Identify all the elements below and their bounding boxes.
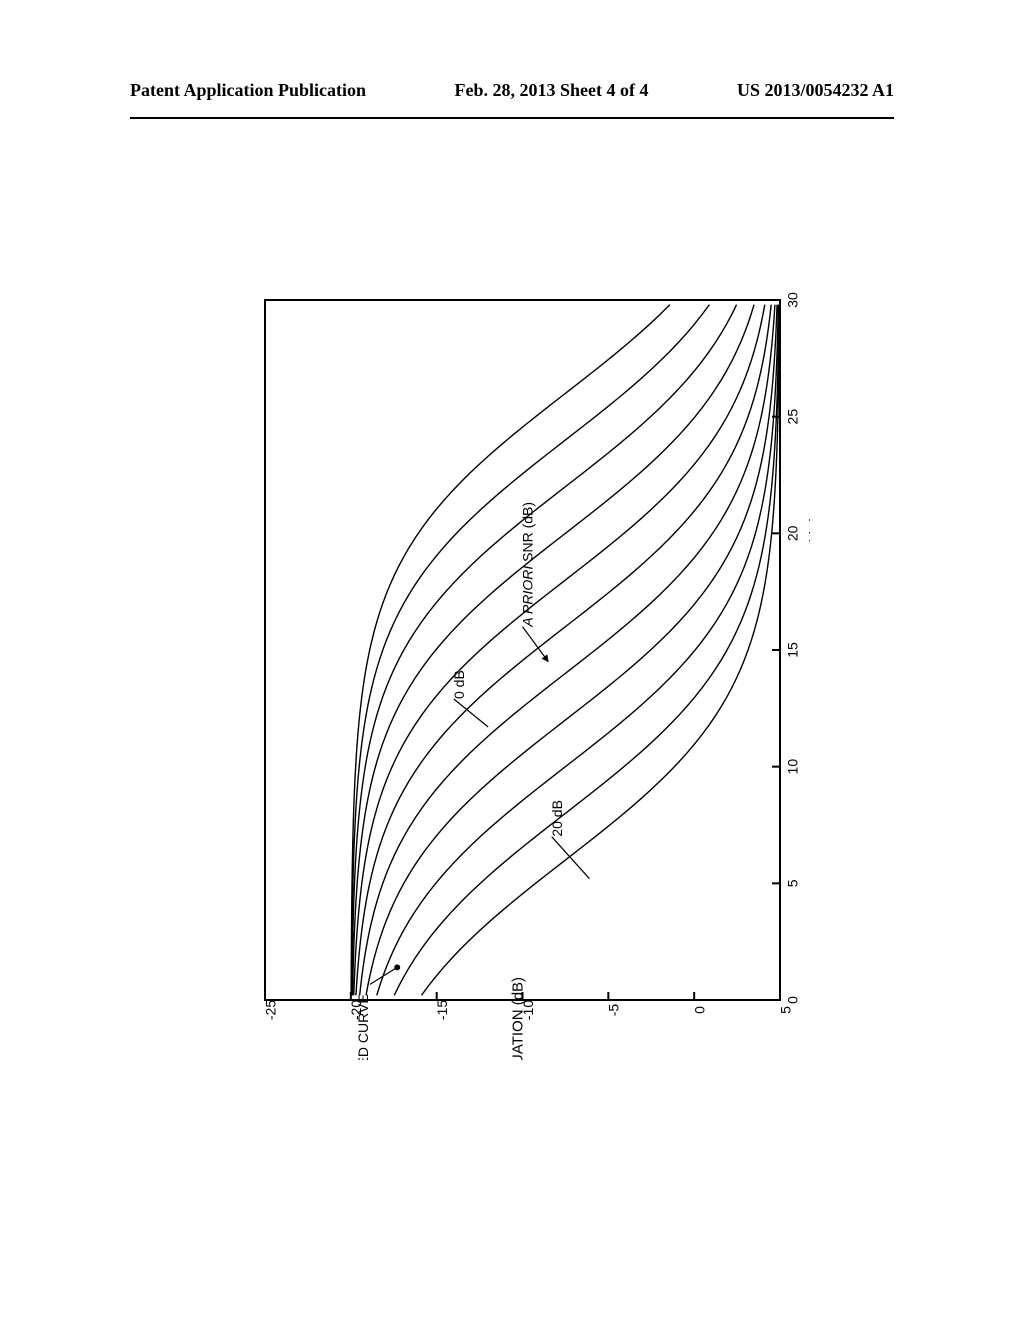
ann-20db-label: 20 dB (549, 800, 565, 837)
x-axis-label: A POSTERIORI SNR (dB) (807, 516, 810, 691)
header-left: Patent Application Publication (130, 80, 366, 101)
page: Patent Application Publication Feb. 28, … (0, 0, 1024, 1320)
xtick-label: 20 (785, 525, 801, 541)
ytick-label: -25 (262, 1000, 278, 1020)
xtick-label: 5 (785, 879, 801, 887)
ann-unshifted-dot (394, 964, 400, 970)
ann-apriori-label: A PRIORI SNR (dB) (520, 502, 536, 628)
ytick-label: 5 (777, 1006, 793, 1014)
page-header: Patent Application Publication Feb. 28, … (0, 80, 1024, 101)
xtick-label: 10 (785, 759, 801, 775)
ann-0db-label: 0 dB (451, 670, 467, 699)
chart-container: 051015202530-25-20-15-10-505ATTENUATION … (210, 260, 810, 1060)
ytick-label: -15 (434, 1000, 450, 1020)
xtick-label: 25 (785, 409, 801, 425)
chart-svg: 051015202530-25-20-15-10-505ATTENUATION … (210, 260, 810, 1060)
header-rule (130, 117, 894, 119)
plot-frame (265, 300, 780, 1000)
xtick-label: 30 (785, 292, 801, 308)
xtick-label: 0 (785, 996, 801, 1004)
ytick-label: -5 (606, 1004, 622, 1017)
header-right: US 2013/0054232 A1 (737, 80, 894, 101)
ytick-label: 0 (692, 1006, 708, 1014)
y-axis-label: ATTENUATION (dB) (510, 977, 527, 1060)
header-mid: Feb. 28, 2013 Sheet 4 of 4 (455, 80, 649, 101)
xtick-label: 15 (785, 642, 801, 658)
ann-unshifted-label: UNSHIFTED CURVE (355, 994, 371, 1060)
